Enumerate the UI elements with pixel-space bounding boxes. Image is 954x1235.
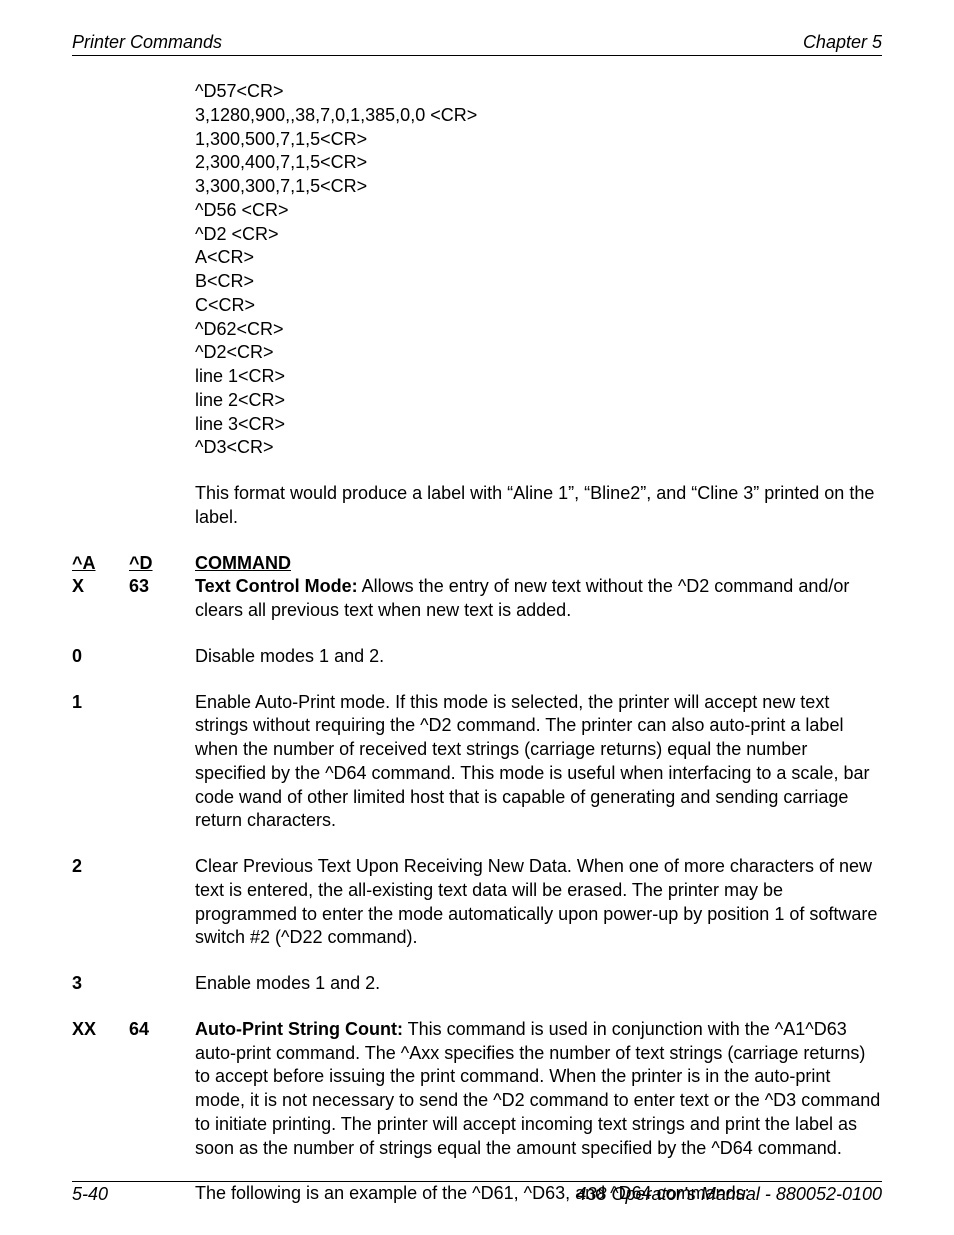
code-line: ^D2 <CR>	[195, 223, 882, 247]
opt-desc: Clear Previous Text Upon Receiving New D…	[195, 855, 882, 950]
column-headers: ^A ^D COMMAND	[72, 552, 882, 576]
code-line: ^D3<CR>	[195, 436, 882, 460]
option-2-row: 2 Clear Previous Text Upon Receiving New…	[72, 855, 882, 950]
page-header: Printer Commands Chapter 5	[72, 32, 882, 56]
cmd-d: 64	[129, 1018, 195, 1161]
col-header-d: ^D	[129, 552, 195, 576]
code-line: 1,300,500,7,1,5<CR>	[195, 128, 882, 152]
code-block: ^D57<CR> 3,1280,900,,38,7,0,1,385,0,0 <C…	[195, 80, 882, 460]
opt-d	[129, 691, 195, 834]
opt-a: 1	[72, 691, 129, 834]
opt-d	[129, 855, 195, 950]
option-1-row: 1 Enable Auto-Print mode. If this mode i…	[72, 691, 882, 834]
header-left: Printer Commands	[72, 32, 222, 53]
code-line: line 3<CR>	[195, 413, 882, 437]
cmd-a: X	[72, 575, 129, 623]
code-line: 3,1280,900,,38,7,0,1,385,0,0 <CR>	[195, 104, 882, 128]
option-0-row: 0 Disable modes 1 and 2.	[72, 645, 882, 669]
opt-a: 3	[72, 972, 129, 996]
opt-a: 2	[72, 855, 129, 950]
opt-d	[129, 972, 195, 996]
footer-left: 5-40	[72, 1184, 108, 1205]
cmd-d: 63	[129, 575, 195, 623]
col-header-a: ^A	[72, 552, 129, 576]
cmd-desc: Text Control Mode: Allows the entry of n…	[195, 575, 882, 623]
code-line: line 1<CR>	[195, 365, 882, 389]
opt-desc: Enable Auto-Print mode. If this mode is …	[195, 691, 882, 834]
cmd-title: Text Control Mode:	[195, 576, 358, 596]
col-header-command: COMMAND	[195, 552, 882, 576]
footer-right: 438 Operator’s Manual - 880052-0100	[576, 1184, 882, 1205]
opt-a: 0	[72, 645, 129, 669]
code-line: 2,300,400,7,1,5<CR>	[195, 151, 882, 175]
code-line: B<CR>	[195, 270, 882, 294]
page: Printer Commands Chapter 5 ^D57<CR> 3,12…	[0, 0, 954, 1235]
page-footer: 5-40 438 Operator’s Manual - 880052-0100	[72, 1181, 882, 1205]
opt-desc: Enable modes 1 and 2.	[195, 972, 882, 996]
code-line: C<CR>	[195, 294, 882, 318]
code-line: ^D56 <CR>	[195, 199, 882, 223]
cmd-desc: Auto-Print String Count: This command is…	[195, 1018, 882, 1161]
code-line: A<CR>	[195, 246, 882, 270]
option-3-row: 3 Enable modes 1 and 2.	[72, 972, 882, 996]
code-line: line 2<CR>	[195, 389, 882, 413]
code-line: ^D57<CR>	[195, 80, 882, 104]
cmd-title: Auto-Print String Count:	[195, 1019, 403, 1039]
header-right: Chapter 5	[803, 32, 882, 53]
intro-paragraph: This format would produce a label with “…	[195, 482, 882, 530]
code-line: 3,300,300,7,1,5<CR>	[195, 175, 882, 199]
cmd-a: XX	[72, 1018, 129, 1161]
opt-d	[129, 645, 195, 669]
opt-desc: Disable modes 1 and 2.	[195, 645, 882, 669]
cmd-text: This command is used in conjunction with…	[195, 1019, 880, 1158]
code-line: ^D2<CR>	[195, 341, 882, 365]
command-64-row: XX 64 Auto-Print String Count: This comm…	[72, 1018, 882, 1161]
command-63-row: X 63 Text Control Mode: Allows the entry…	[72, 575, 882, 623]
code-line: ^D62<CR>	[195, 318, 882, 342]
